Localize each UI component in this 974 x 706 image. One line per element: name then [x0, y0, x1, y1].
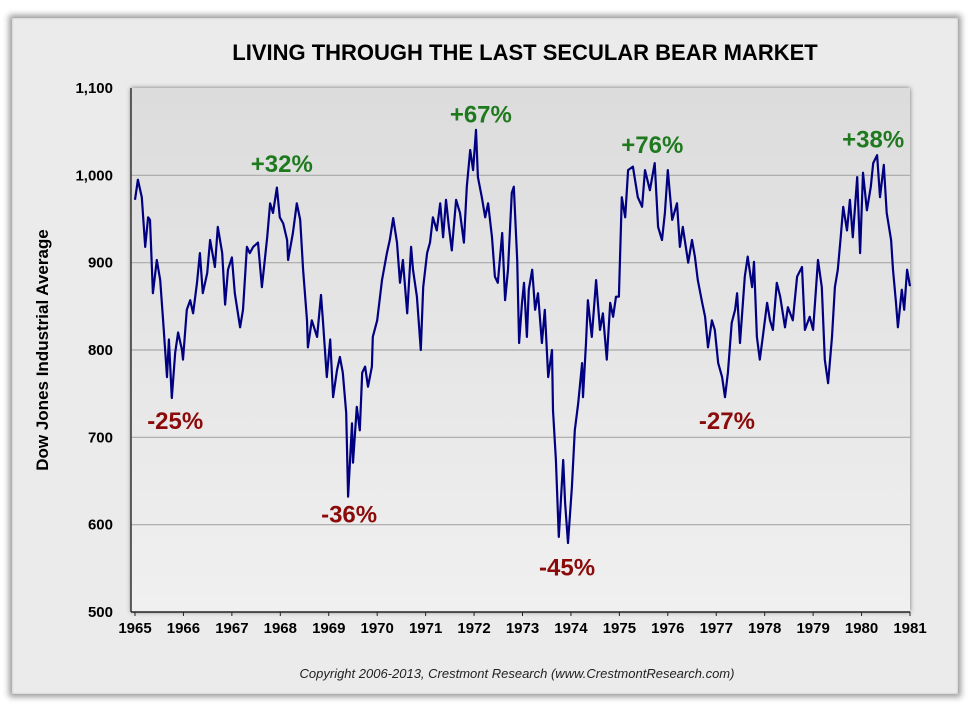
x-tick-label: 1971 [409, 620, 442, 637]
x-tick-label: 1977 [700, 620, 733, 637]
x-tick-label: 1968 [264, 620, 297, 637]
y-tick-label: 700 [88, 429, 113, 446]
x-tick-label: 1979 [796, 620, 829, 637]
y-tick-labels: 500 600 700 800 900 1,000 1,100 [75, 80, 113, 621]
annotations: -25% +32% -36% +67% -45% +76% -27% +38% [147, 101, 904, 581]
annotation-gain: +76% [621, 132, 683, 159]
x-tick-label: 1981 [893, 620, 926, 637]
y-tick-label: 500 [88, 604, 113, 621]
x-tick-label: 1976 [651, 620, 684, 637]
annotation-decline: -45% [539, 555, 595, 582]
copyright-text: Copyright 2006-2013, Crestmont Research … [300, 666, 735, 681]
x-tick-label: 1980 [845, 620, 878, 637]
x-tick-label: 1967 [215, 620, 248, 637]
x-tick-label: 1975 [603, 620, 636, 637]
y-tick-label: 1,100 [75, 80, 113, 97]
annotation-decline: -27% [699, 408, 755, 435]
annotation-decline: -25% [147, 408, 203, 435]
x-tick-label: 1978 [748, 620, 781, 637]
y-tick-label: 800 [88, 342, 113, 359]
y-tick-label: 600 [88, 517, 113, 534]
x-tick-label: 1974 [554, 620, 588, 637]
annotation-decline: -36% [321, 501, 377, 528]
y-axis-label: Dow Jones Industrial Average [33, 229, 52, 471]
x-tick-label: 1973 [506, 620, 539, 637]
chart-title: LIVING THROUGH THE LAST SECULAR BEAR MAR… [232, 40, 818, 65]
annotation-gain: +67% [450, 101, 512, 128]
annotation-gain: +32% [251, 151, 313, 178]
x-tick-label: 1970 [361, 620, 394, 637]
y-tick-label: 900 [88, 255, 113, 272]
x-tick-label: 1969 [312, 620, 345, 637]
y-tick-label: 1,000 [75, 167, 113, 184]
x-tick-label: 1966 [167, 620, 200, 637]
x-tick-label: 1972 [457, 620, 490, 637]
x-tick-labels: 1965 1966 1967 1968 1969 1970 1971 1972 1973 1974… [118, 620, 926, 637]
x-tick-label: 1965 [118, 620, 151, 637]
annotation-gain: +38% [842, 127, 904, 154]
series-line-djia [133, 128, 912, 545]
axes [130, 88, 911, 616]
